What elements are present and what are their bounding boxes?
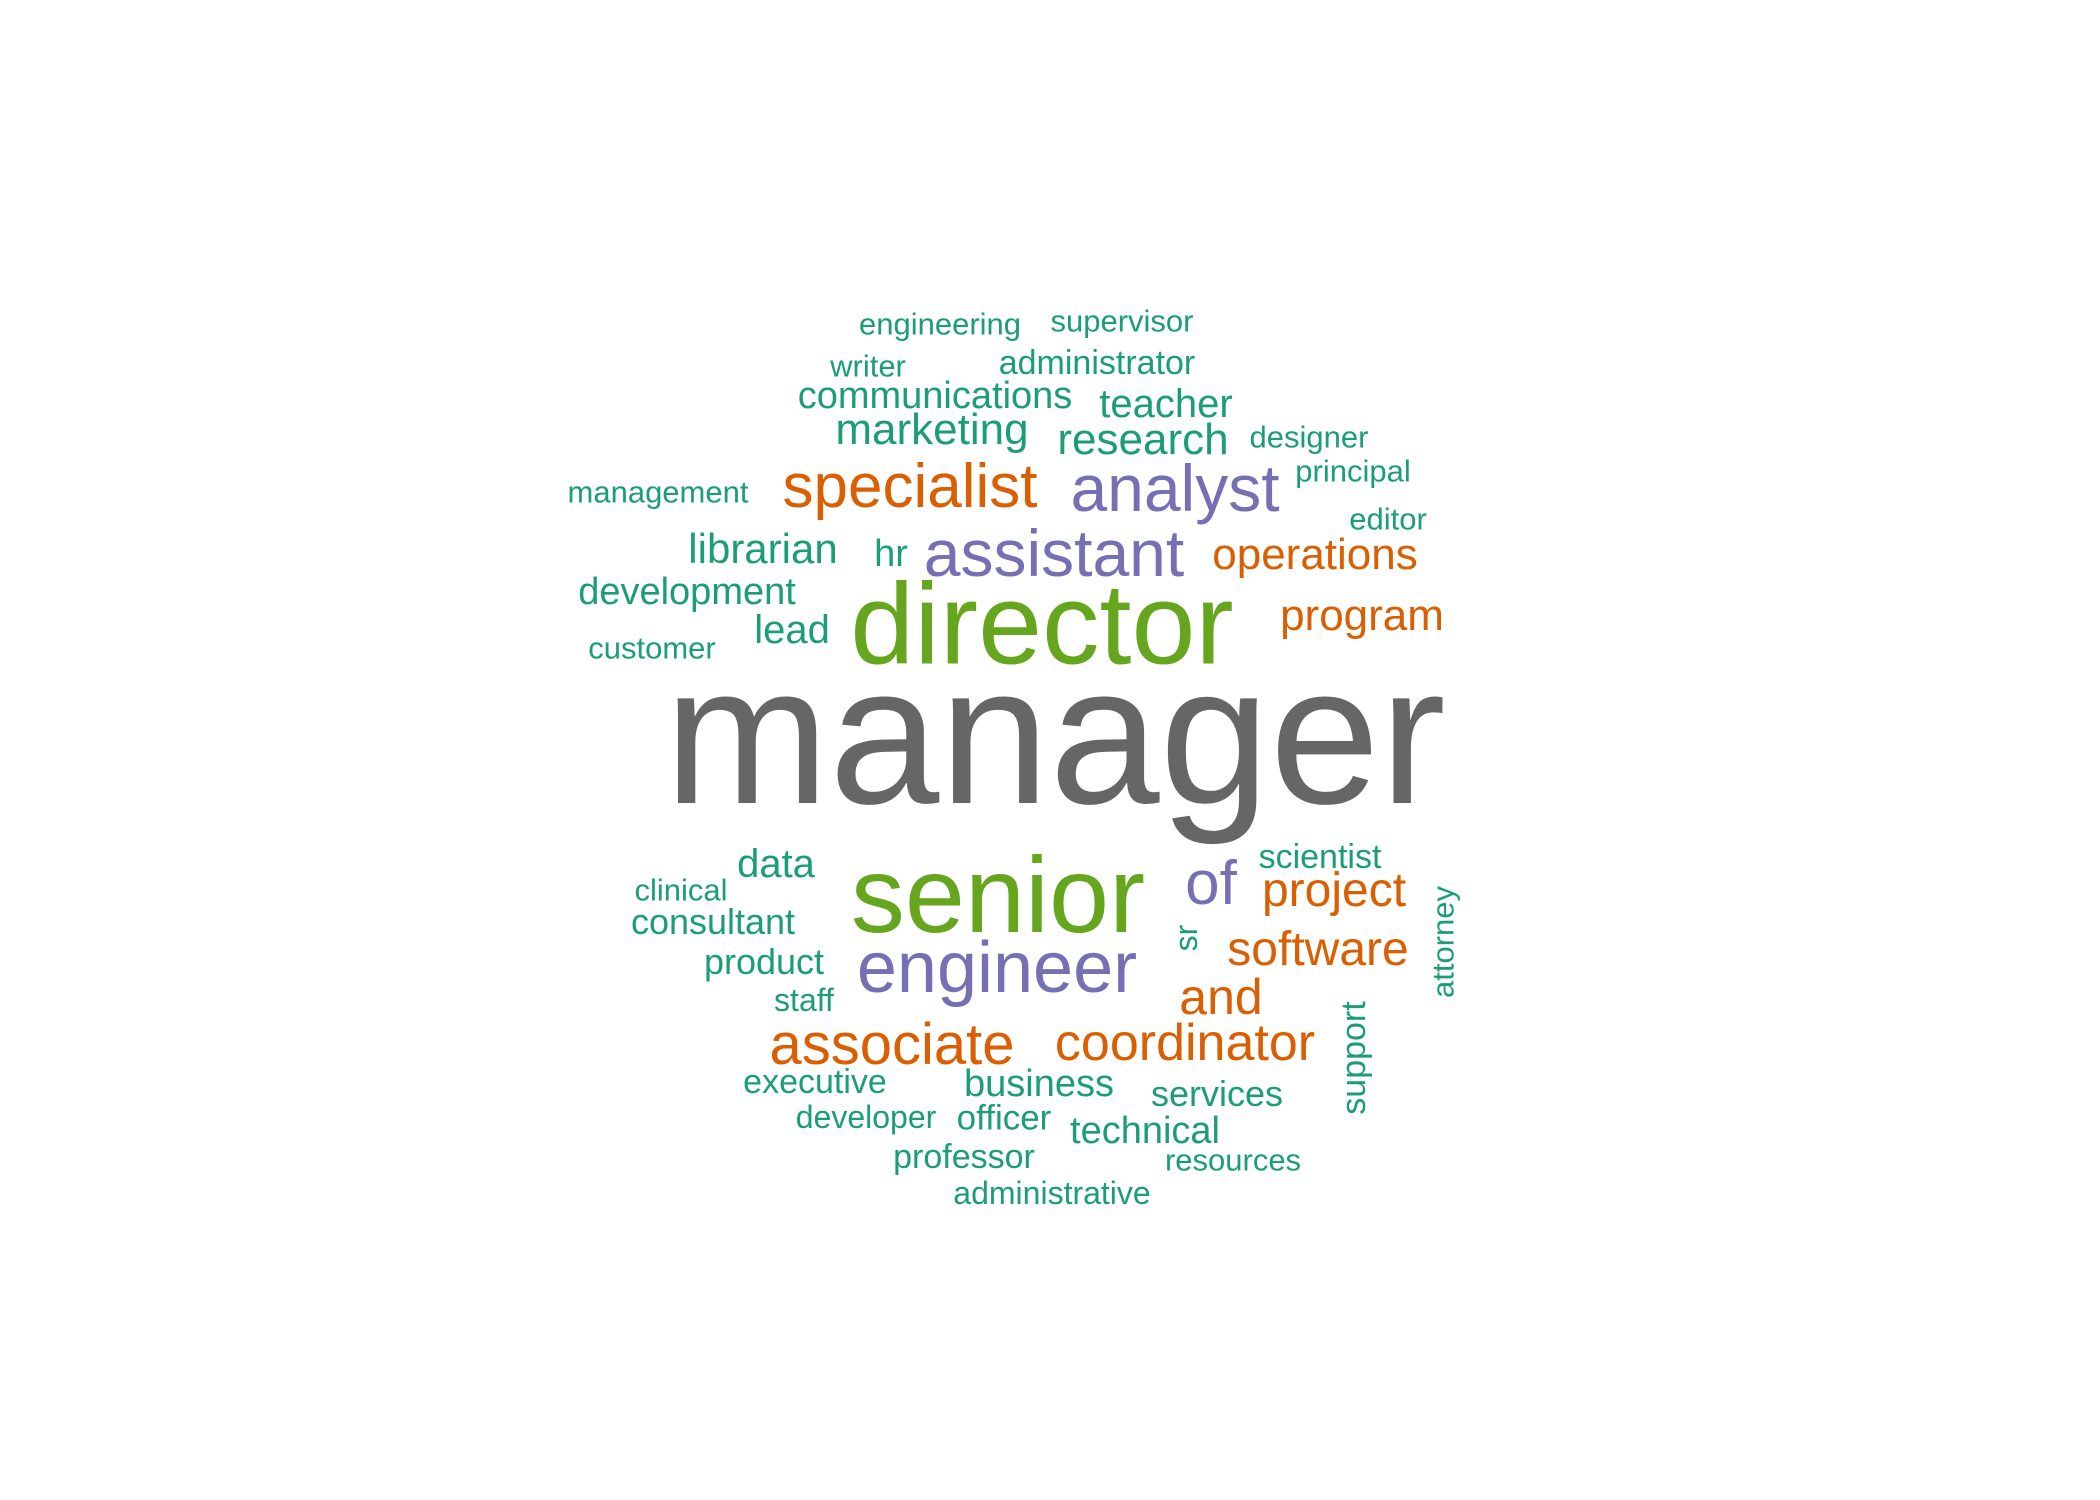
word-developer: developer	[795, 1099, 937, 1135]
word-marketing: marketing	[835, 405, 1029, 454]
word-administrative: administrative	[953, 1175, 1151, 1211]
word-writer: writer	[830, 348, 906, 384]
word-analyst: analyst	[1070, 451, 1280, 525]
word-teacher: teacher	[1099, 382, 1233, 426]
word-senior: senior	[850, 834, 1146, 955]
word-officer: officer	[956, 1098, 1052, 1138]
word-hr: hr	[874, 533, 908, 575]
word-services: services	[1150, 1073, 1284, 1114]
word-resources: resources	[1164, 1142, 1302, 1178]
word-research: research	[1057, 415, 1229, 464]
word-scientist: scientist	[1258, 838, 1382, 876]
word-product: product	[703, 941, 825, 982]
word-lead: lead	[754, 608, 830, 652]
word-executive: executive	[743, 1063, 887, 1101]
word-librarian: librarian	[688, 525, 838, 572]
word-designer: designer	[1249, 419, 1369, 455]
word-management: management	[567, 474, 749, 510]
word-specialist: specialist	[782, 452, 1038, 521]
word-supervisor: supervisor	[1050, 303, 1194, 339]
word-business: business	[964, 1063, 1114, 1105]
word-administrator: administrator	[998, 344, 1196, 382]
word-director: director	[850, 560, 1234, 689]
word-development: development	[578, 571, 796, 613]
word-program: program	[1280, 591, 1444, 640]
word-coordinator: coordinator	[1054, 1014, 1316, 1072]
word-communications: communications	[797, 375, 1073, 417]
word-support: support	[1335, 1001, 1373, 1115]
word-software: software	[1227, 923, 1409, 976]
word-manager: manager	[664, 624, 1446, 845]
word-clinical: clinical	[634, 872, 728, 908]
word-sr: sr	[1168, 924, 1204, 952]
word-engineering: engineering	[858, 306, 1022, 342]
word-and: and	[1179, 969, 1263, 1025]
word-consultant: consultant	[630, 901, 796, 942]
word-operations: operations	[1212, 530, 1418, 579]
word-technical: technical	[1070, 1110, 1220, 1152]
word-data: data	[737, 842, 815, 886]
word-staff: staff	[774, 982, 834, 1018]
word-assistant: assistant	[923, 516, 1185, 590]
word-engineer: engineer	[856, 928, 1138, 1008]
word-of: of	[1185, 849, 1237, 918]
word-professor: professor	[893, 1138, 1035, 1176]
word-customer: customer	[588, 630, 716, 666]
word-editor: editor	[1349, 501, 1427, 537]
word-attorney: attorney	[1425, 885, 1461, 999]
word-associate: associate	[769, 1012, 1015, 1077]
word-project: project	[1261, 864, 1407, 917]
word-principal: principal	[1295, 453, 1411, 489]
